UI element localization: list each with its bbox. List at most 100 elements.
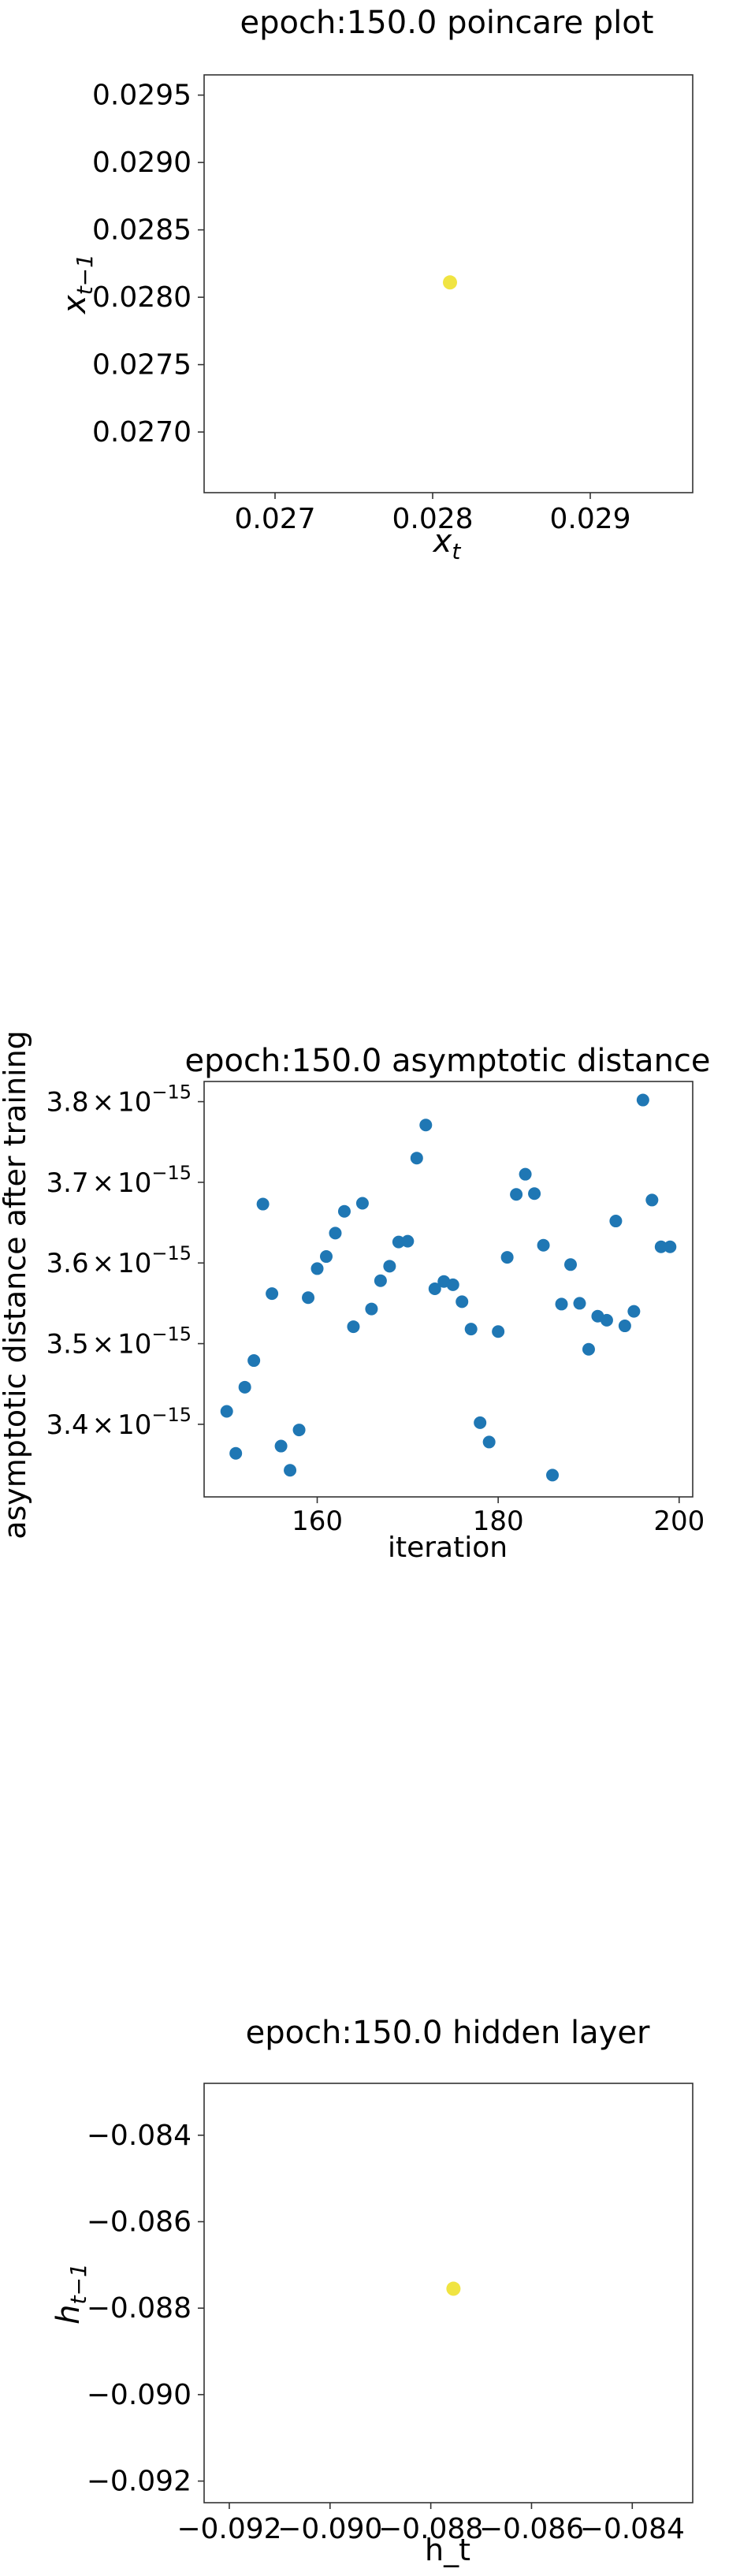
y-tick-label: 3.4 × 10−15 [46,1404,192,1441]
asymptotic-distance-points [220,1093,677,1482]
asymptotic-data-point [428,1282,441,1295]
asymptotic-data-point [464,1323,478,1336]
asymptotic-data-point [500,1251,514,1264]
x-tick-label: −0.092 [177,2513,281,2545]
y-tick-mantissa: 3.5 [46,1329,89,1361]
y-tick-label: −0.084 [87,2120,192,2152]
x-tick-label: 0.028 [392,503,473,535]
asymptotic-data-point [564,1258,577,1271]
poincare-plot-points [443,275,457,290]
y-tick-exponent: −15 [151,1323,192,1346]
asymptotic-data-point [284,1464,297,1477]
asymptotic-data-point [664,1240,677,1253]
asymptotic-data-point [256,1197,270,1211]
y-tick-base: 10 [117,1248,151,1279]
asymptotic-data-point [546,1469,560,1482]
hidden-layer-ylabel: ht−1 [50,2263,91,2325]
x-tick-label: 0.029 [549,503,630,535]
poincare-plot-ticks: 0.027 0.028 0.029 0.0270 0.0275 0.0280 0.0285 0… [92,80,631,535]
x-tick-label: 200 [653,1506,705,1537]
asymptotic-data-point [374,1274,387,1287]
y-tick-mantissa: 3.8 [46,1087,89,1119]
hidden-layer-chart: epoch:150.0 hidden layer −0.092−0.090−0.… [50,2015,694,2567]
hidden-layer-ticks: −0.092−0.090−0.088−0.086−0.084−0.092−0.0… [87,2120,685,2545]
hidden-layer-frame [203,2083,694,2503]
asymptotic-data-point [537,1238,550,1252]
asymptotic-data-point [229,1446,243,1460]
asymptotic-data-point [337,1204,351,1218]
asymptotic-data-point [555,1297,568,1311]
x-tick-label: 0.027 [234,503,315,535]
y-tick-label: 3.7 × 10−15 [46,1162,192,1199]
asymptotic-data-point [347,1320,360,1334]
asymptotic-data-point [474,1416,487,1429]
y-tick-base: 10 [117,1167,151,1199]
y-tick-exponent: −15 [151,1162,192,1184]
y-tick-label: 0.0280 [92,281,192,314]
y-tick-label: 0.0285 [92,214,192,247]
y-tick-label: 3.8 × 10−15 [46,1081,192,1119]
poincare-plot-title: epoch:150.0 poincare plot [240,5,654,41]
asymptotic-data-point [519,1167,532,1181]
y-tick-label: 0.0295 [92,80,192,112]
y-tick-label: 0.0270 [92,416,192,449]
poincare-plot-frame [203,74,694,493]
asymptotic-data-point [320,1250,333,1264]
asymptotic-data-point [365,1302,378,1316]
y-tick-label: −0.088 [87,2292,192,2325]
hidden-layer-points [446,2281,461,2296]
y-tick-mantissa: 3.4 [46,1409,89,1441]
asymptotic-data-point [645,1193,659,1207]
asymptotic-data-point [654,1240,667,1253]
asymptotic-data-point [392,1235,405,1249]
asymptotic-data-point [627,1305,641,1318]
asymptotic-distance-frame [203,1081,694,1498]
y-tick-base: 10 [117,1409,151,1441]
y-tick-label: −0.092 [87,2466,192,2498]
asymptotic-data-point [600,1313,613,1327]
y-tick-times: × [92,1087,115,1119]
y-tick-exponent: −15 [151,1242,192,1264]
asymptotic-data-point [582,1342,595,1356]
asymptotic-data-point [492,1325,505,1338]
asymptotic-data-point [220,1405,233,1418]
asymptotic-data-point [419,1119,433,1132]
poincare-plot-chart: epoch:150.0 poincare plot 0.027 0.028 0.02… [57,5,694,564]
x-tick-label: −0.088 [378,2513,483,2545]
y-tick-label: 0.0290 [92,147,192,179]
x-tick-label: −0.090 [277,2513,382,2545]
asymptotic-data-point [292,1424,306,1437]
asymptotic-data-point [410,1152,423,1165]
asymptotic-data-point [329,1227,342,1240]
y-tick-mantissa: 3.7 [46,1167,89,1199]
y-tick-label: 0.0275 [92,349,192,382]
y-tick-exponent: −15 [151,1081,192,1104]
y-tick-exponent: −15 [151,1404,192,1426]
y-tick-base: 10 [117,1087,151,1119]
asymptotic-data-point [636,1093,649,1107]
asymptotic-data-point [528,1187,541,1201]
asymptotic-data-point [618,1320,631,1333]
y-tick-label: 3.6 × 10−15 [46,1242,192,1279]
asymptotic-data-point [266,1287,279,1301]
y-tick-mantissa: 3.6 [46,1248,89,1279]
asymptotic-data-point [510,1188,523,1201]
asymptotic-data-point [355,1197,369,1210]
y-tick-label: −0.090 [87,2379,192,2411]
asymptotic-data-point [446,1278,459,1291]
hidden-layer-title: epoch:150.0 hidden layer [246,2015,650,2051]
y-tick-times: × [92,1329,115,1361]
asymptotic-data-point [311,1262,324,1275]
x-tick-label: 180 [473,1506,524,1537]
asymptotic-distance-title: epoch:150.0 asymptotic distance [184,1043,710,1079]
hidden-layer-data-point [446,2281,461,2296]
asymptotic-data-point [482,1435,496,1449]
asymptotic-data-point [456,1295,469,1308]
asymptotic-data-point [609,1215,623,1228]
y-tick-label: −0.086 [87,2206,192,2239]
x-tick-label: −0.084 [580,2513,685,2545]
asymptotic-distance-xlabel: iteration [388,1532,508,1564]
poincare-plot-ylabel: xt−1 [57,254,98,315]
